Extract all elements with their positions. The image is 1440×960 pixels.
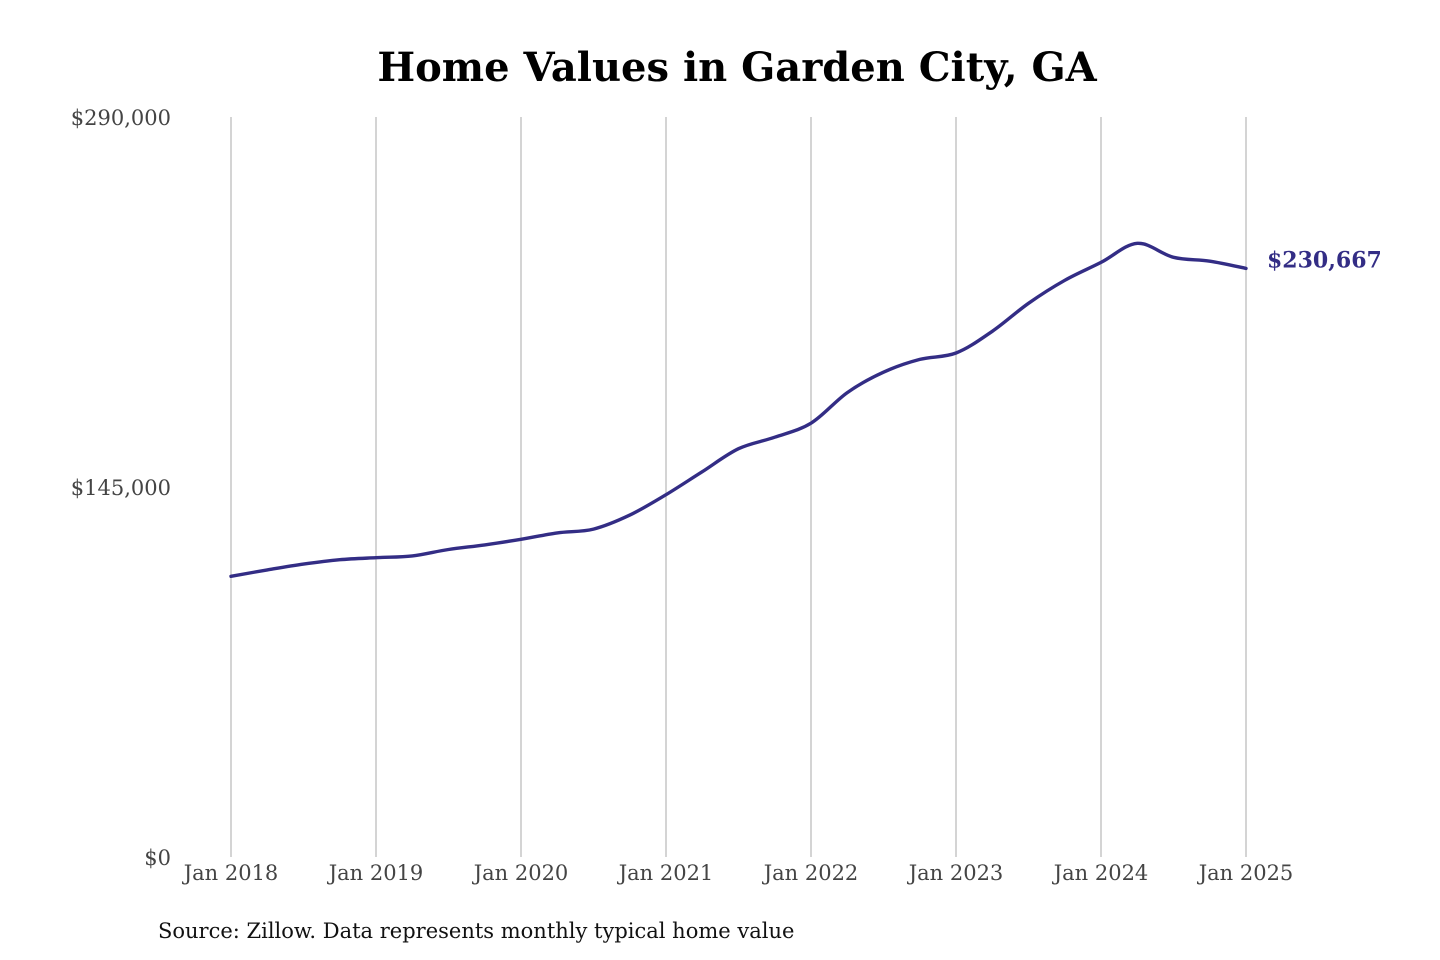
y-tick-label: $0	[144, 846, 171, 870]
x-tick-label: Jan 2020	[472, 861, 569, 885]
x-tick-label: Jan 2022	[762, 861, 859, 885]
source-note: Source: Zillow. Data represents monthly …	[158, 919, 794, 943]
x-tick-label: Jan 2021	[617, 861, 714, 885]
x-tick-label: Jan 2018	[182, 861, 279, 885]
series	[229, 241, 1248, 578]
y-tick-label: $290,000	[71, 106, 171, 130]
x-axis-ticks: Jan 2018 Jan 2019 Jan 2020 Jan 2021 Jan 2022…	[182, 861, 1294, 885]
gridlines	[230, 117, 1247, 857]
x-tick-label: Jan 2024	[1052, 861, 1149, 885]
x-tick-label: Jan 2019	[327, 861, 424, 885]
end-value-label: $230,667	[1267, 247, 1382, 273]
x-tick-label: Jan 2025	[1197, 861, 1294, 885]
home-value-line	[229, 241, 1248, 578]
x-tick-label: Jan 2023	[907, 861, 1004, 885]
y-axis-ticks: $0 $145,000 $290,000	[71, 106, 171, 870]
y-tick-label: $145,000	[71, 476, 171, 500]
chart-title: Home Values in Garden City, GA	[377, 44, 1097, 91]
